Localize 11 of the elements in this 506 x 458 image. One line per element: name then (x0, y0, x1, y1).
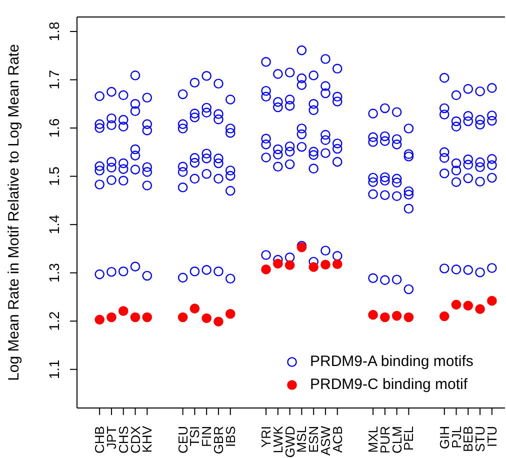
y-tick-label: 1.8 (46, 22, 62, 42)
y-tick-label: 1.5 (46, 166, 62, 186)
legend-label: PRDM9-A binding motifs (310, 352, 474, 372)
y-tick-label: 1.3 (46, 262, 62, 283)
y-tick-label: 1.6 (46, 118, 62, 138)
y-tick-label: 1.2 (46, 311, 62, 331)
legend-label: PRDM9-C binding motif (310, 375, 468, 395)
y-axis-title: Log Mean Rate in Motif Relative to Log Mean Rate (5, 44, 22, 381)
y-tick-label: 1.1 (46, 359, 62, 380)
y-tick-label: 1.7 (46, 70, 62, 90)
y-tick-label: 1.4 (46, 214, 62, 234)
